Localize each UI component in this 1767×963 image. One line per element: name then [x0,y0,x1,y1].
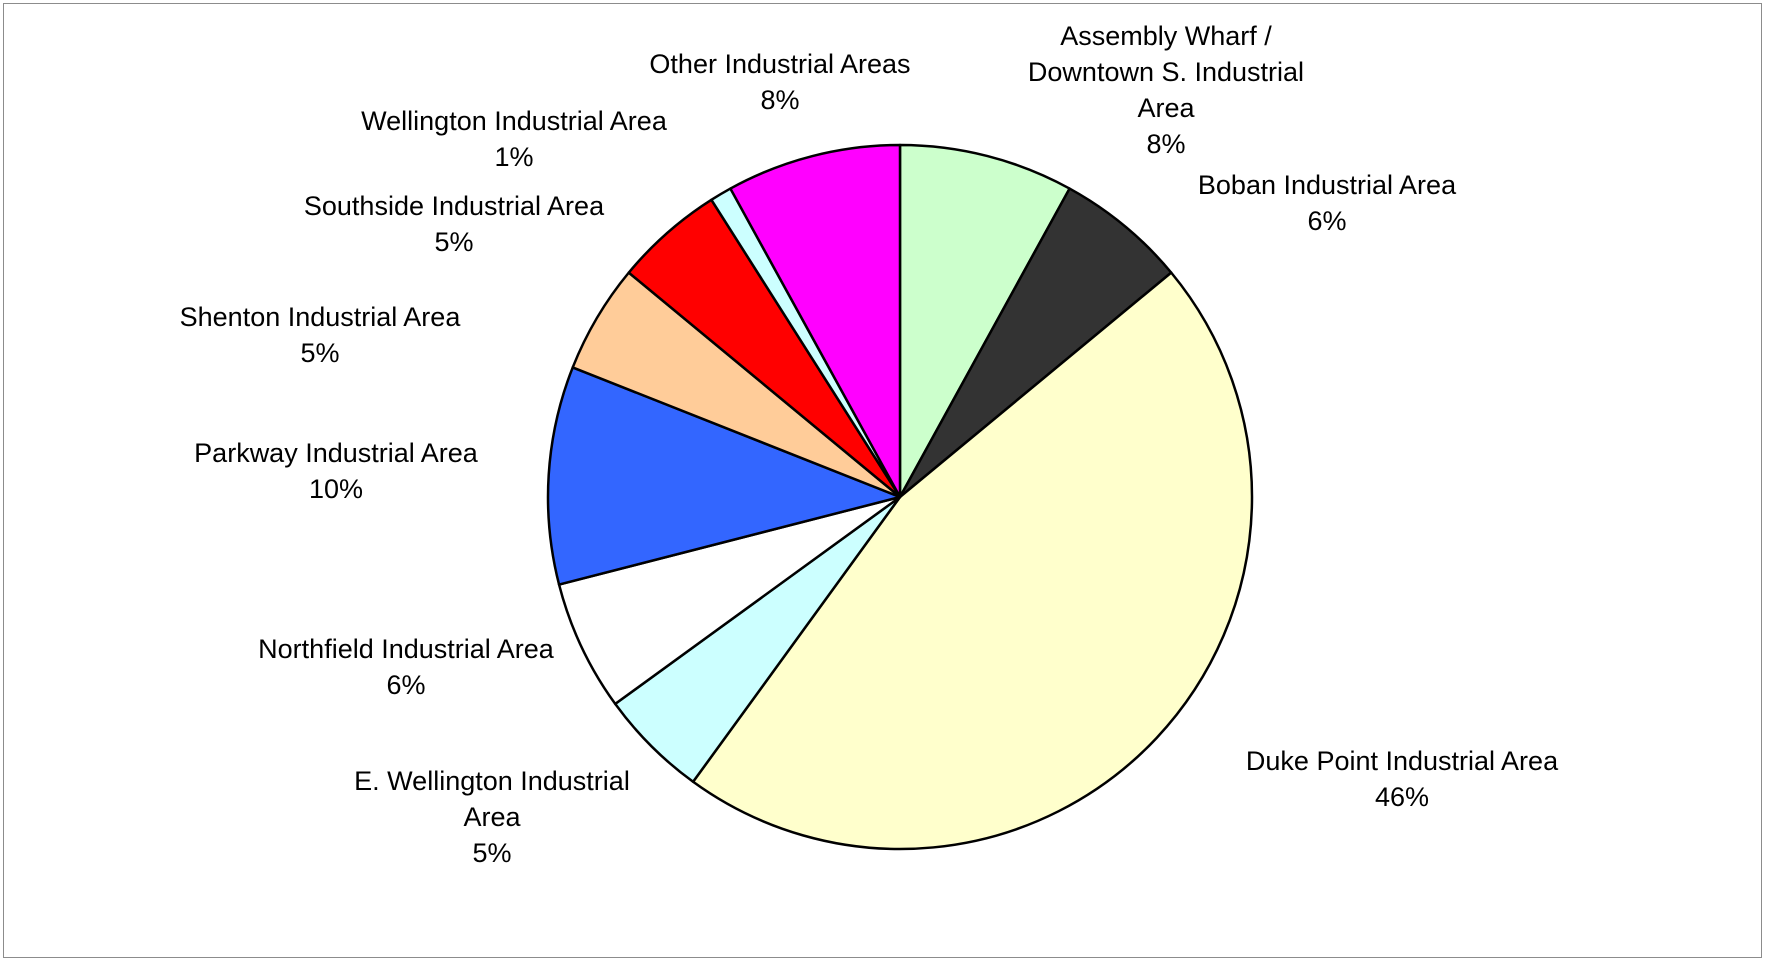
percent-label: 8% [760,85,800,115]
percent-label: 6% [386,670,426,700]
category-name: Boban Industrial Area [1197,170,1457,200]
category-name: Wellington Industrial Area [361,106,667,136]
slice-label: Shenton Industrial Area 5% [120,299,520,371]
slice-label: E. Wellington Industrial Area 5% [332,763,652,871]
slice-label: Duke Point Industrial Area 46% [1192,743,1612,815]
percent-label: 5% [472,838,512,868]
slice-label: Northfield Industrial Area 6% [206,631,606,703]
slice-label: Other Industrial Areas 8% [580,46,980,118]
category-name: Duke Point Industrial Area [1245,746,1559,776]
pie-slice [898,187,1173,499]
slice-label: Wellington Industrial Area 1% [314,103,714,175]
category-name: E. Wellington Industrial Area [354,766,630,832]
slice-label: Southside Industrial Area 5% [254,188,654,260]
category-name: Northfield Industrial Area [258,634,554,664]
percent-label: 5% [434,227,474,257]
chart-frame [3,3,1762,958]
percent-label: 10% [308,474,364,504]
category-name: Assembly Wharf / Downtown S. Industrial … [1027,21,1305,123]
slice-label: Assembly Wharf / Downtown S. Industrial … [1001,18,1331,162]
category-name: Southside Industrial Area [303,191,605,221]
percent-label: 1% [494,142,534,172]
percent-label: 46% [1374,782,1430,812]
percent-label: 6% [1307,206,1347,236]
pie-slice [546,366,902,586]
pie-slice [691,271,1254,851]
category-name: Parkway Industrial Area [194,438,478,468]
category-name: Other Industrial Areas [649,49,911,79]
pie-slice [557,495,902,706]
slice-label: Parkway Industrial Area 10% [136,435,536,507]
percent-label: 8% [1146,129,1186,159]
percent-label: 5% [300,338,340,368]
slice-label: Boban Industrial Area 6% [1117,167,1537,239]
pie-slice [898,143,1071,499]
category-name: Shenton Industrial Area [179,302,461,332]
pie-slice [729,143,902,499]
